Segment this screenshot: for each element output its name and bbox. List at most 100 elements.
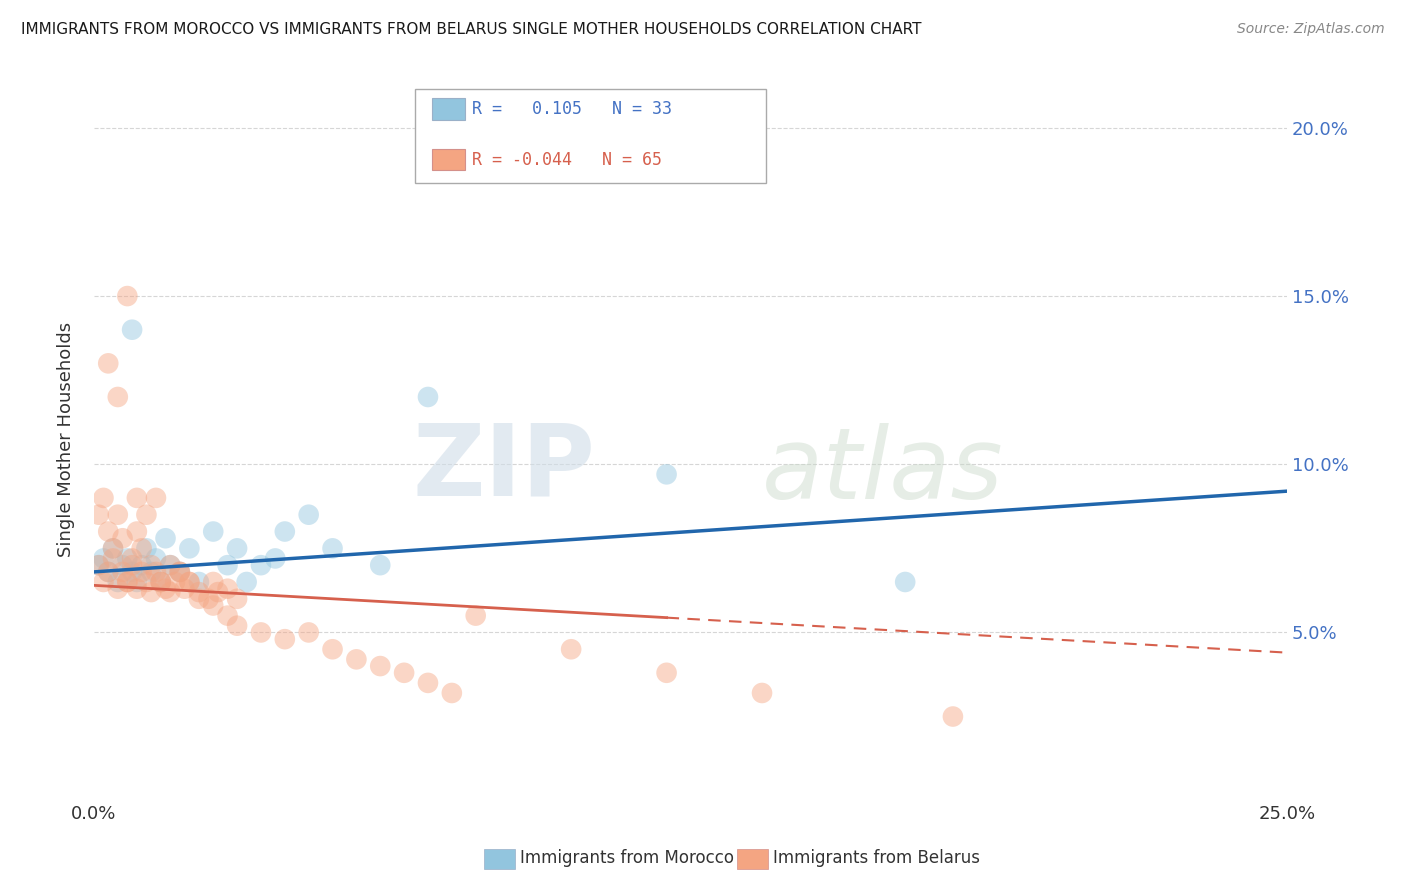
Point: [169, 565, 191, 579]
Point: [145, 551, 167, 566]
Point: [125, 524, 148, 539]
Point: [121, 558, 143, 573]
Point: [217, 608, 239, 623]
Point: [894, 574, 917, 589]
Point: [179, 574, 201, 589]
Point: [207, 585, 229, 599]
Point: [101, 551, 124, 566]
Point: [155, 582, 177, 596]
Point: [416, 390, 439, 404]
Point: [440, 686, 463, 700]
Point: [655, 467, 678, 482]
Point: [107, 508, 129, 522]
Point: [93, 551, 115, 566]
Point: [392, 665, 415, 680]
Point: [121, 323, 143, 337]
Point: [464, 608, 486, 623]
Point: [131, 565, 153, 579]
Text: Immigrants from Belarus: Immigrants from Belarus: [773, 849, 980, 867]
Point: [87, 508, 110, 522]
Point: [111, 531, 134, 545]
Point: [149, 574, 172, 589]
Point: [179, 541, 201, 556]
Point: [165, 574, 187, 589]
Point: [93, 574, 115, 589]
Point: [250, 625, 273, 640]
Point: [141, 585, 163, 599]
Point: [135, 574, 157, 589]
Point: [942, 709, 965, 723]
Point: [97, 524, 120, 539]
Point: [226, 618, 249, 632]
Point: [145, 565, 167, 579]
Point: [560, 642, 582, 657]
Point: [264, 551, 287, 566]
Text: ZIP: ZIP: [412, 419, 595, 516]
Point: [97, 565, 120, 579]
Point: [235, 574, 257, 589]
Point: [416, 676, 439, 690]
Point: [751, 686, 773, 700]
Point: [226, 541, 249, 556]
Text: IMMIGRANTS FROM MOROCCO VS IMMIGRANTS FROM BELARUS SINGLE MOTHER HOUSEHOLDS CORR: IMMIGRANTS FROM MOROCCO VS IMMIGRANTS FR…: [21, 22, 921, 37]
Point: [125, 582, 148, 596]
Point: [322, 642, 344, 657]
Point: [169, 565, 191, 579]
Point: [344, 652, 367, 666]
Point: [368, 659, 391, 673]
Point: [155, 531, 177, 545]
Point: [131, 541, 153, 556]
Point: [111, 558, 134, 573]
Point: [159, 558, 181, 573]
Point: [179, 574, 201, 589]
Point: [107, 582, 129, 596]
Point: [131, 558, 153, 573]
Point: [173, 582, 195, 596]
Point: [298, 508, 321, 522]
Point: [97, 356, 120, 370]
Point: [111, 565, 134, 579]
Point: [101, 541, 124, 556]
Point: [202, 574, 225, 589]
Point: [159, 585, 181, 599]
Point: [101, 541, 124, 556]
Text: R = -0.044   N = 65: R = -0.044 N = 65: [472, 151, 662, 169]
Point: [117, 574, 139, 589]
Point: [117, 574, 139, 589]
Text: Immigrants from Morocco: Immigrants from Morocco: [520, 849, 734, 867]
Point: [93, 491, 115, 505]
Point: [141, 565, 163, 579]
Point: [274, 524, 297, 539]
Text: R =   0.105   N = 33: R = 0.105 N = 33: [472, 100, 672, 118]
Point: [117, 551, 139, 566]
Point: [125, 574, 148, 589]
Point: [107, 574, 129, 589]
Point: [202, 524, 225, 539]
Point: [159, 558, 181, 573]
Point: [145, 491, 167, 505]
Point: [121, 551, 143, 566]
Point: [87, 558, 110, 573]
Point: [135, 541, 157, 556]
Point: [121, 565, 143, 579]
Text: atlas: atlas: [762, 423, 1004, 520]
Point: [117, 289, 139, 303]
Point: [187, 574, 209, 589]
Point: [149, 574, 172, 589]
Point: [322, 541, 344, 556]
Point: [169, 565, 191, 579]
Point: [298, 625, 321, 640]
Point: [187, 591, 209, 606]
Point: [141, 558, 163, 573]
Point: [107, 390, 129, 404]
Text: Source: ZipAtlas.com: Source: ZipAtlas.com: [1237, 22, 1385, 37]
Point: [202, 599, 225, 613]
Y-axis label: Single Mother Households: Single Mother Households: [58, 321, 75, 557]
Point: [197, 591, 219, 606]
Point: [217, 582, 239, 596]
Point: [274, 632, 297, 647]
Point: [655, 665, 678, 680]
Point: [149, 574, 172, 589]
Point: [135, 508, 157, 522]
Point: [125, 491, 148, 505]
